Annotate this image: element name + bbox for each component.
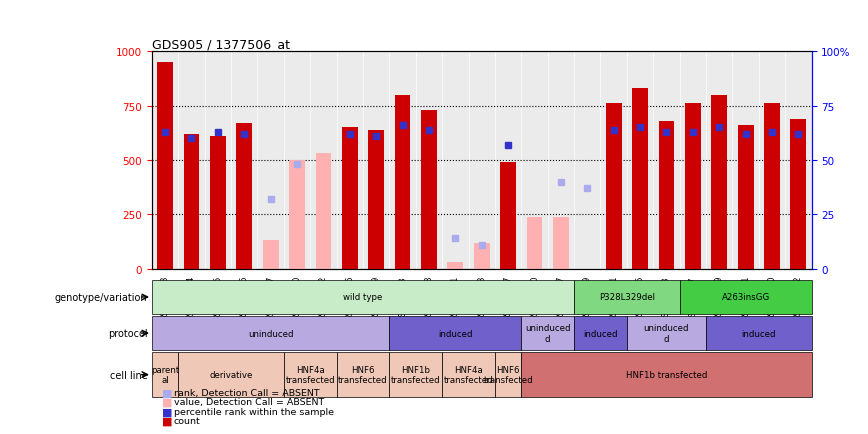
Bar	[152, 352, 178, 397]
Text: count: count	[174, 417, 201, 425]
Bar	[395, 95, 411, 269]
Bar	[210, 137, 226, 269]
Bar	[706, 316, 812, 351]
Bar	[632, 89, 648, 269]
Bar	[263, 241, 279, 269]
Bar	[474, 243, 490, 269]
Bar	[522, 352, 812, 397]
Bar	[183, 135, 200, 269]
Bar	[390, 316, 522, 351]
Bar	[390, 352, 442, 397]
Bar	[791, 119, 806, 269]
Bar	[627, 316, 706, 351]
Text: GDS905 / 1377506_at: GDS905 / 1377506_at	[152, 38, 290, 51]
Text: induced: induced	[583, 329, 618, 338]
Text: genotype/variation: genotype/variation	[55, 293, 148, 302]
Text: ■: ■	[162, 388, 173, 397]
Text: ■: ■	[162, 416, 173, 426]
Text: percentile rank within the sample: percentile rank within the sample	[174, 407, 333, 416]
Bar	[236, 124, 253, 269]
Text: derivative: derivative	[209, 370, 253, 379]
Text: uninduced
d: uninduced d	[525, 324, 570, 343]
Bar	[152, 280, 574, 315]
Bar	[284, 352, 337, 397]
Text: cell line: cell line	[110, 370, 148, 380]
Text: ■: ■	[162, 397, 173, 407]
Text: HNF6
transfected: HNF6 transfected	[483, 365, 533, 385]
Text: ■: ■	[162, 407, 173, 416]
Text: induced: induced	[741, 329, 776, 338]
Bar	[342, 128, 358, 269]
Bar	[764, 104, 780, 269]
Text: rank, Detection Call = ABSENT: rank, Detection Call = ABSENT	[174, 388, 319, 397]
Bar	[500, 163, 516, 269]
Bar	[421, 111, 437, 269]
Bar	[606, 104, 621, 269]
Text: parent
al: parent al	[151, 365, 179, 385]
Bar	[315, 154, 332, 269]
Text: P328L329del: P328L329del	[599, 293, 654, 302]
Bar	[447, 263, 464, 269]
Text: uninduced: uninduced	[248, 329, 293, 338]
Bar	[553, 217, 569, 269]
Text: protocol: protocol	[108, 329, 148, 338]
Bar	[522, 316, 574, 351]
Bar	[495, 352, 522, 397]
Text: uninduced
d: uninduced d	[644, 324, 689, 343]
Text: HNF1b transfected: HNF1b transfected	[626, 370, 707, 379]
Text: wild type: wild type	[344, 293, 383, 302]
Bar	[337, 352, 390, 397]
Bar	[368, 130, 385, 269]
Bar	[685, 104, 700, 269]
Bar	[527, 217, 542, 269]
Bar	[157, 63, 173, 269]
Bar	[574, 280, 680, 315]
Bar	[289, 161, 305, 269]
Text: HNF4a
transfected: HNF4a transfected	[286, 365, 335, 385]
Text: induced: induced	[438, 329, 472, 338]
Text: value, Detection Call = ABSENT: value, Detection Call = ABSENT	[174, 398, 324, 406]
Bar	[574, 316, 627, 351]
Text: A263insGG: A263insGG	[721, 293, 770, 302]
Bar	[152, 316, 390, 351]
Text: HNF6
transfected: HNF6 transfected	[339, 365, 388, 385]
Bar	[178, 352, 284, 397]
Text: HNF4a
transfected: HNF4a transfected	[444, 365, 493, 385]
Bar	[442, 352, 495, 397]
Bar	[659, 122, 674, 269]
Text: HNF1b
transfected: HNF1b transfected	[391, 365, 441, 385]
Bar	[738, 126, 753, 269]
Bar	[711, 95, 727, 269]
Bar	[680, 280, 812, 315]
